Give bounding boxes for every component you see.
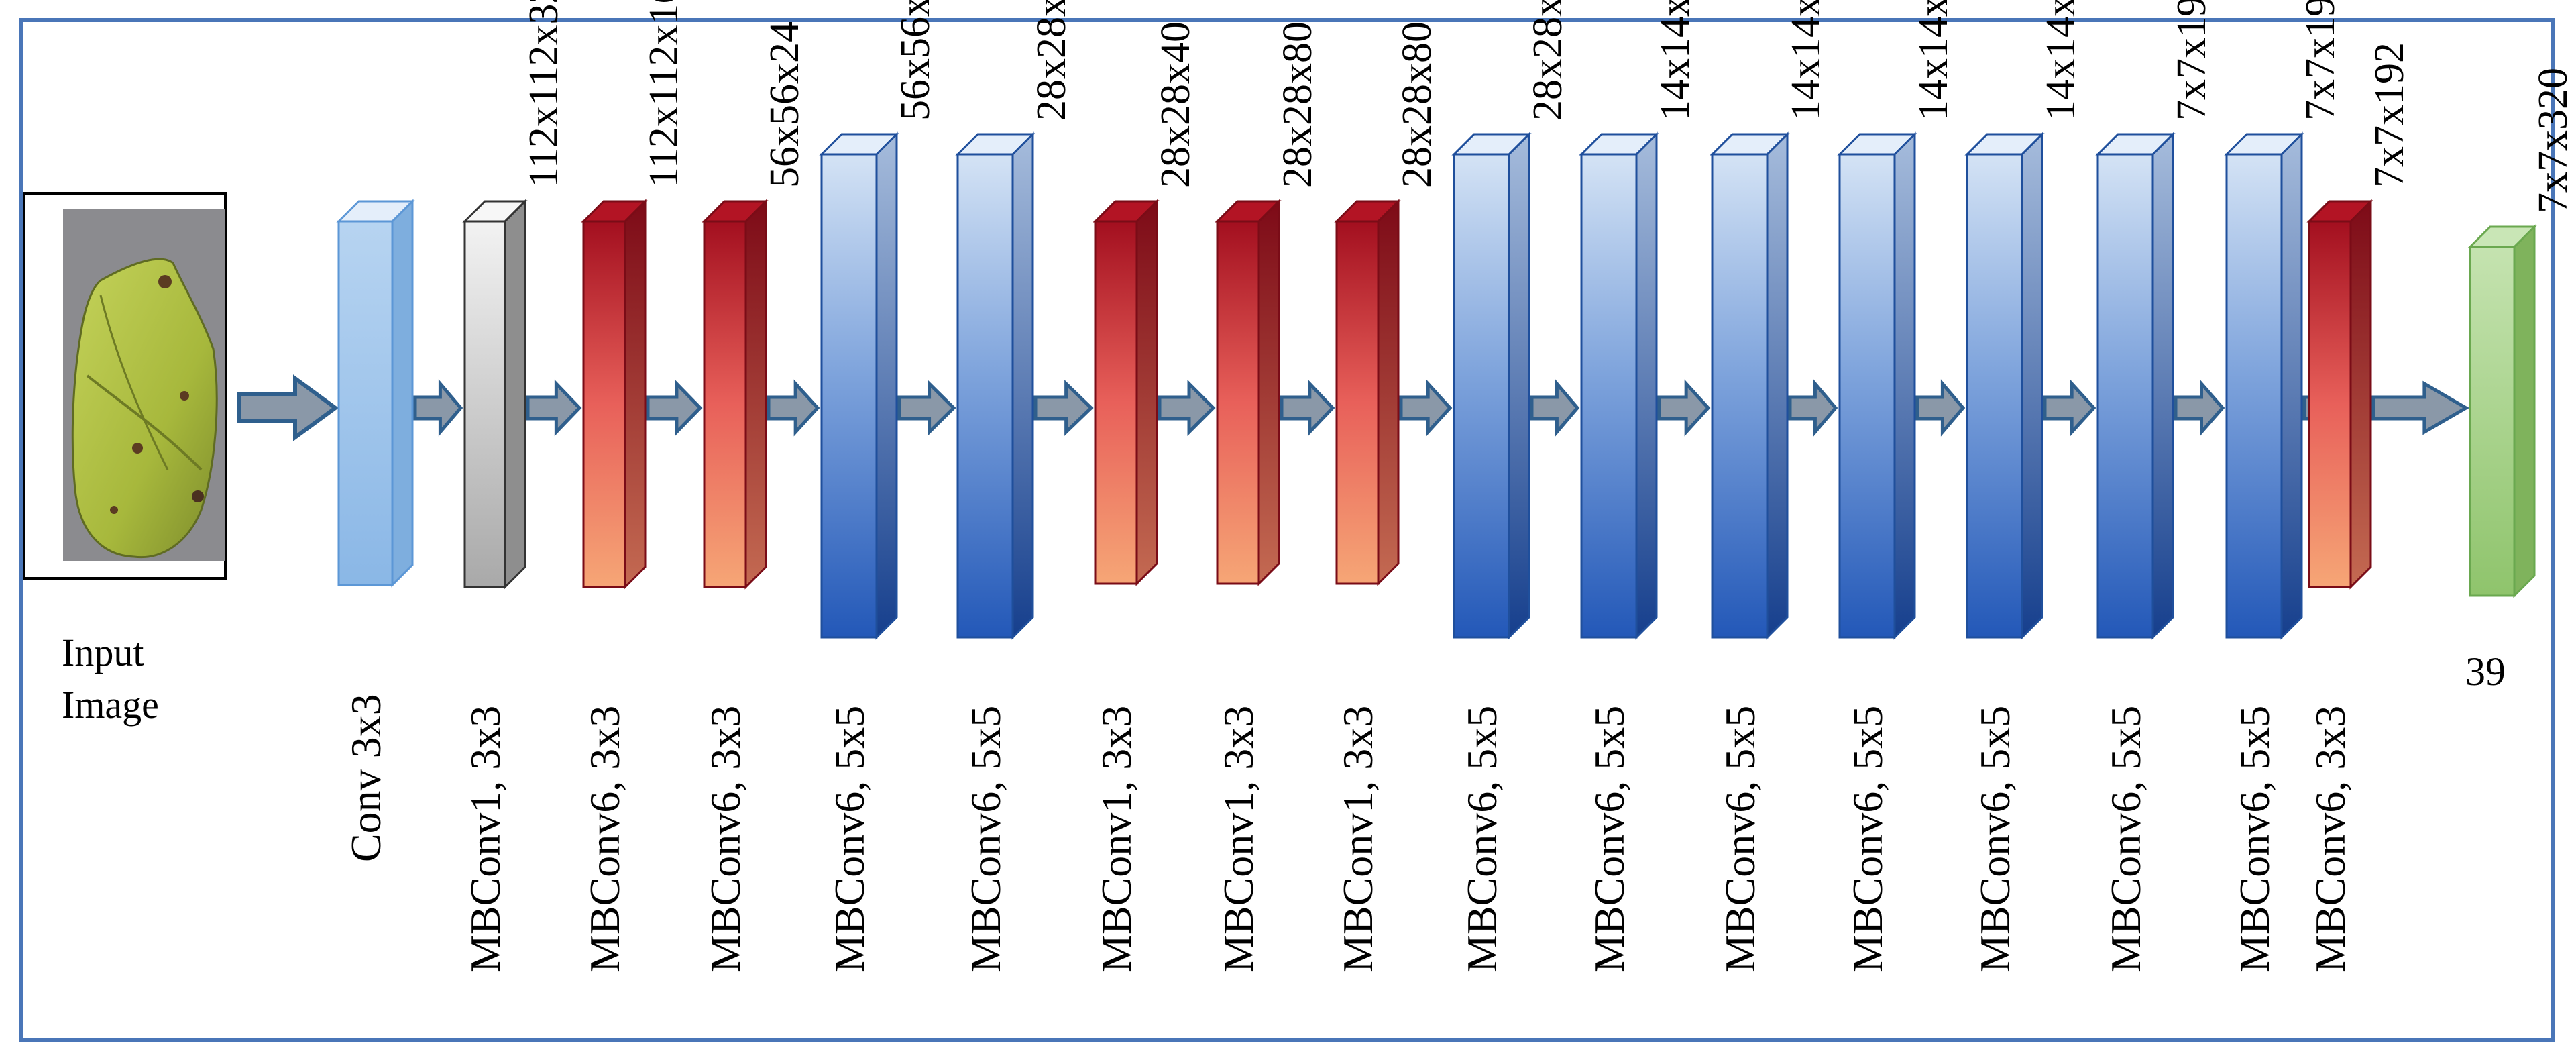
block-14-dims: 14x14x112 [2038,0,2084,121]
block-5-label: MBConv6, 5x5 [826,706,873,973]
arrow-8-icon [1280,379,1335,437]
block-11 [1579,131,1659,640]
block-16-dims: 7x7x192 [2298,0,2343,121]
block-4 [702,199,769,590]
block-1-label: Conv 3x3 [342,694,390,862]
input-caption-line1: Input [62,631,144,674]
input-image [23,192,227,580]
block-12-label: MBConv6, 5x5 [1716,706,1764,973]
arrow-17-icon [2371,380,2469,435]
arrow-13-icon [1915,379,1966,437]
block-17-label: MBConv6, 3x3 [2306,706,2354,973]
arrow-11-icon [1657,379,1711,437]
block-9-label: MBConv1, 3x3 [1334,706,1382,973]
block-18-dims: 7x7x320 [2530,68,2576,213]
arrow-7-icon [1158,379,1216,437]
block-5 [819,131,899,640]
blocks-layer: Conv 3x3 112x112x32 MBConv1, 3x3 112x112x16… [336,0,2576,973]
block-15 [2095,131,2176,640]
arrow-6-icon [1033,380,1094,436]
arrow-10-icon [1530,379,1580,437]
block-14-label: MBConv6, 5x5 [1971,706,2019,973]
block-6-dims: 28x28x40 [1029,0,1074,121]
block-9-dims: 28x28x80 [1394,21,1440,188]
block-9 [1334,199,1401,586]
block-6-label: MBConv6, 5x5 [962,706,1009,973]
block-1 [336,199,415,588]
leaf-photo-icon [71,258,218,559]
block-3 [581,199,648,590]
block-7-label: MBConv1, 3x3 [1093,706,1140,973]
arrow-5-icon [897,380,956,436]
block-2-label: MBConv1, 3x3 [461,706,509,973]
block-12 [1710,131,1790,640]
block-2-dims: 112x112x32 [521,0,567,188]
block-10-label: MBConv6, 5x5 [1458,706,1506,973]
block-7 [1093,199,1160,586]
block-16-label: MBConv6, 5x5 [2231,706,2278,973]
block-12-dims: 14x14x112 [1783,0,1829,121]
block-11-dims: 14x14x112 [1653,0,1698,121]
block-5-dims: 56x56x24 [893,0,938,121]
block-4-dims: 56x56x24 [762,21,807,188]
block-11-label: MBConv6, 5x5 [1585,706,1633,973]
block-3-label: MBConv6, 3x3 [581,706,628,973]
input-caption-line2: Image [62,683,159,727]
arrow-9-icon [1399,379,1453,437]
block-3-dims: 112x112x16 [641,0,687,188]
arrow-12-icon [1788,379,1838,437]
block-8 [1215,199,1282,586]
block-4-label: MBConv6, 3x3 [702,706,749,973]
block-10 [1451,131,1532,640]
block-15-label: MBConv6, 5x5 [2102,706,2149,973]
block-15-dims: 7x7x192 [2169,0,2215,121]
block-10-dims: 28x28x80 [1525,0,1571,121]
arrow-2-icon [526,379,582,437]
arrow-14-icon [2043,379,2096,437]
input-arrow-icon [237,374,339,441]
arrow-1-icon [413,379,463,437]
arrow-3-icon [646,379,703,437]
block-17-dims: 7x7x192 [2367,42,2412,188]
block-16 [2224,131,2304,640]
block-6 [955,131,1035,640]
block-13 [1837,131,1917,640]
block-8-dims: 28x28x80 [1275,21,1321,188]
output-class-count: 39 [2465,649,2506,694]
block-13-dims: 14x14x112 [1911,0,1956,121]
block-17 [2306,199,2373,590]
block-18 [2467,224,2537,598]
block-7-dims: 28x28x40 [1153,21,1198,188]
block-14 [1964,131,2045,640]
block-2 [462,199,528,590]
block-8-label: MBConv1, 3x3 [1215,706,1262,973]
arrow-4-icon [767,379,820,437]
block-13-label: MBConv6, 5x5 [1844,706,1891,973]
arrow-15-icon [2174,379,2225,437]
